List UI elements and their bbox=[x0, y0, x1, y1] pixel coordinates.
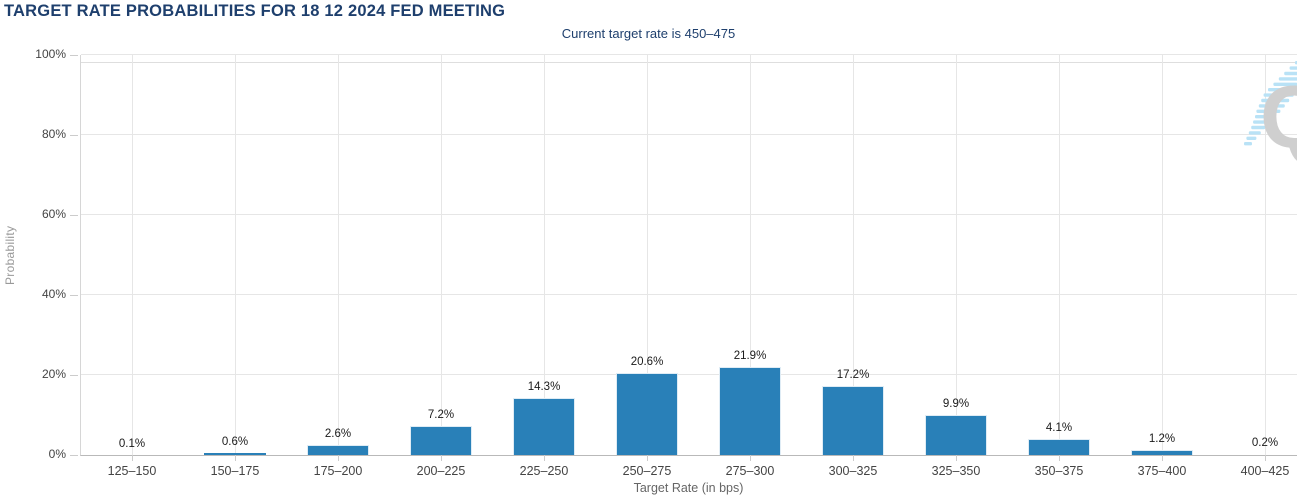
x-tick-mark bbox=[441, 455, 442, 461]
x-tick-mark bbox=[853, 455, 854, 461]
bar[interactable] bbox=[719, 367, 781, 455]
category-label: 225–250 bbox=[519, 464, 569, 478]
bar[interactable] bbox=[822, 386, 884, 455]
x-gridline bbox=[853, 55, 854, 455]
bar[interactable] bbox=[410, 426, 472, 455]
y-gridline bbox=[81, 54, 1297, 55]
bar-value-label: 9.9% bbox=[942, 398, 970, 411]
watermark-stripes bbox=[1244, 61, 1297, 146]
x-gridline bbox=[750, 55, 751, 455]
x-tick-mark bbox=[750, 455, 751, 461]
bar-value-label: 0.1% bbox=[118, 437, 146, 450]
category-label: 125–150 bbox=[107, 464, 157, 478]
bar[interactable] bbox=[513, 397, 575, 455]
bar-value-label: 1.2% bbox=[1148, 433, 1176, 446]
category-label: 325–350 bbox=[931, 464, 981, 478]
bar[interactable] bbox=[1131, 450, 1193, 455]
watermark-logo: Q bbox=[1244, 61, 1297, 166]
plot-area: 0.1% 125–150 0.6% 150–175 2.6% 175–200 7.2% 200… bbox=[80, 54, 1297, 478]
y-tick-mark bbox=[70, 455, 78, 456]
x-gridline bbox=[338, 55, 339, 455]
category-label: 250–275 bbox=[622, 464, 672, 478]
bar[interactable] bbox=[204, 452, 266, 455]
category-label: 350–375 bbox=[1034, 464, 1084, 478]
x-gridline bbox=[1265, 55, 1266, 455]
category-label: 150–175 bbox=[210, 464, 260, 478]
x-tick-mark bbox=[338, 455, 339, 461]
x-tick-mark bbox=[647, 455, 648, 461]
bar[interactable] bbox=[307, 444, 369, 455]
category-label: 300–325 bbox=[828, 464, 878, 478]
y-tick-mark bbox=[70, 295, 78, 296]
y-tick-mark bbox=[70, 55, 78, 56]
bar-value-label: 14.3% bbox=[527, 380, 561, 393]
y-tick-label: 0% bbox=[48, 447, 66, 461]
y-axis-title: Probability bbox=[3, 225, 17, 285]
category-label: 275–300 bbox=[725, 464, 775, 478]
x-gridline bbox=[647, 55, 648, 455]
x-axis-title: Target Rate (in bps) bbox=[633, 481, 744, 495]
bar-value-label: 4.1% bbox=[1045, 421, 1073, 434]
x-gridline bbox=[132, 55, 133, 455]
y-gridline bbox=[81, 214, 1297, 215]
bar-value-label: 20.6% bbox=[630, 355, 664, 368]
bar-value-label: 0.2% bbox=[1251, 437, 1279, 450]
x-gridline bbox=[956, 55, 957, 455]
category-label: 375–400 bbox=[1137, 464, 1187, 478]
x-gridline bbox=[1059, 55, 1060, 455]
chart-subtitle: Current target rate is 450–475 bbox=[561, 26, 736, 41]
bar[interactable] bbox=[616, 372, 678, 455]
y-tick-label: 80% bbox=[41, 127, 66, 141]
watermark-letter: Q bbox=[1260, 67, 1297, 166]
bar-value-label: 2.6% bbox=[324, 427, 352, 440]
bar-value-label: 21.9% bbox=[733, 350, 767, 363]
y-tick-label: 20% bbox=[41, 367, 66, 381]
category-label: 175–200 bbox=[313, 464, 363, 478]
x-tick-mark bbox=[1162, 455, 1163, 461]
y-tick-mark bbox=[70, 375, 78, 376]
x-tick-mark bbox=[956, 455, 957, 461]
x-tick-mark bbox=[235, 455, 236, 461]
x-gridline bbox=[235, 55, 236, 455]
x-tick-mark bbox=[1265, 455, 1266, 461]
x-tick-mark bbox=[132, 455, 133, 461]
bar-value-label: 0.6% bbox=[221, 435, 249, 448]
bar[interactable] bbox=[925, 415, 987, 455]
bar[interactable] bbox=[1028, 438, 1090, 455]
x-gridline bbox=[1162, 55, 1163, 455]
bar-value-label: 7.2% bbox=[427, 409, 455, 422]
y-tick-label: 100% bbox=[35, 47, 66, 61]
bar-value-label: 17.2% bbox=[836, 369, 870, 382]
y-tick-label: 60% bbox=[41, 207, 66, 221]
y-gridline bbox=[81, 294, 1297, 295]
y-gridline bbox=[81, 374, 1297, 375]
x-gridline bbox=[441, 55, 442, 455]
y-tick-mark bbox=[70, 135, 78, 136]
y-gridline bbox=[81, 134, 1297, 135]
y-tick-label: 40% bbox=[41, 287, 66, 301]
chart-title: TARGET RATE PROBABILITIES FOR 18 12 2024… bbox=[4, 2, 506, 20]
x-gridline bbox=[544, 55, 545, 455]
y-tick-mark bbox=[70, 215, 78, 216]
category-label: 400–425 bbox=[1240, 464, 1290, 478]
category-label: 200–225 bbox=[416, 464, 466, 478]
x-tick-mark bbox=[1059, 455, 1060, 461]
x-tick-mark bbox=[544, 455, 545, 461]
plot-top-border-line bbox=[81, 62, 1297, 63]
